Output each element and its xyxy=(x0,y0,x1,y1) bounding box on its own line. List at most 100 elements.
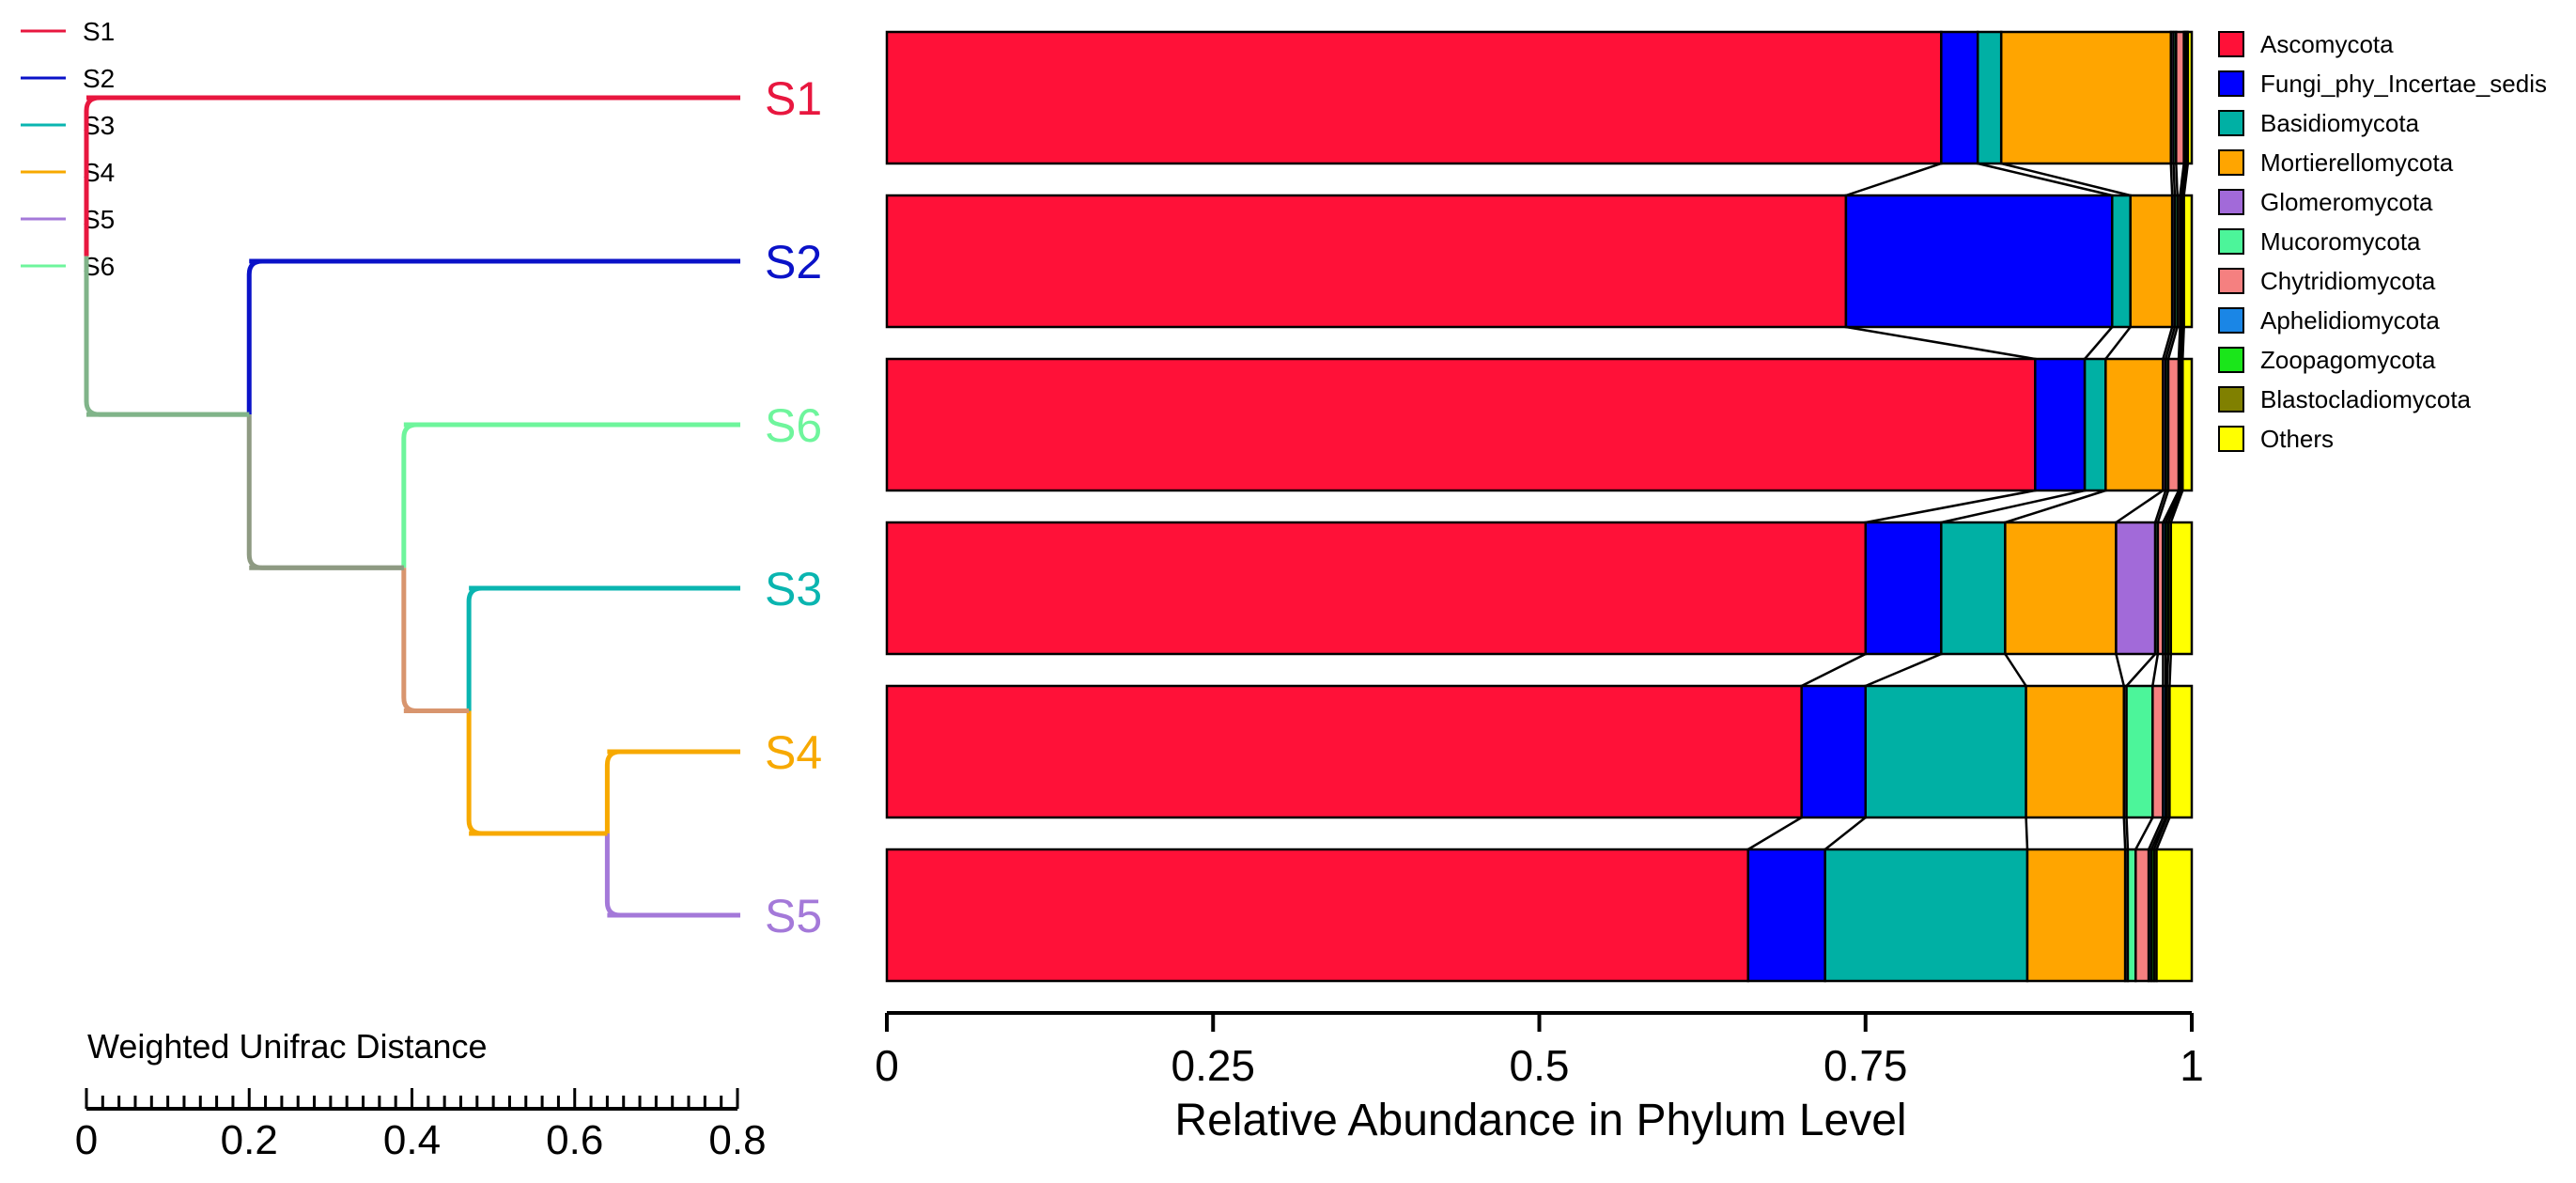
bar-segment-s2-basidiomycota xyxy=(2111,194,2132,329)
legend-swatch-basidiomycota xyxy=(2218,110,2244,136)
bar-segment-s3-basidiomycota xyxy=(1940,521,2007,656)
legend-swatch-fungi-phy-incertae-sedis xyxy=(2218,70,2244,97)
connector-line xyxy=(1823,817,1867,850)
connector-line xyxy=(2004,653,2027,687)
distance-scale: Weighted Unifrac Distance 0 0.2 0.4 0.6 0.8 xyxy=(75,1027,767,1163)
bar-segment-s2-mortierellomycota xyxy=(2129,194,2174,329)
connector-line xyxy=(2169,490,2184,523)
legend-label-blastocladiomycota: Blastocladiomycota xyxy=(2260,385,2472,413)
connector-line xyxy=(2172,163,2177,196)
merge-e-upper-arm xyxy=(84,95,101,257)
bar-segment-s1-basidiomycota xyxy=(1976,30,2003,165)
bar-segment-s1-mortierellomycota xyxy=(1999,30,2173,165)
connector-line xyxy=(2122,817,2127,850)
connector-line xyxy=(1865,652,1942,688)
legend-swatch-chytridiomycota xyxy=(2218,268,2244,294)
bar-segment-s4-others xyxy=(2168,684,2194,819)
merge-e-lower-arm xyxy=(84,256,101,417)
bar-segment-s4-basidiomycota xyxy=(1864,684,2027,819)
connector-line xyxy=(2152,817,2168,850)
bar-segment-s4-fungi-phy-incertae-sedis xyxy=(1800,684,1867,819)
x-axis-tick-label: 0.75 xyxy=(1823,1041,1908,1090)
connector-line xyxy=(2177,326,2181,360)
connector-line xyxy=(2182,163,2190,196)
connector-line xyxy=(1941,489,2086,524)
connector-line xyxy=(2181,326,2185,360)
bar-segment-s4-mortierellomycota xyxy=(2025,684,2126,819)
connector-line xyxy=(2025,817,2029,850)
connector-line xyxy=(1801,652,1867,688)
bar-segment-s2-ascomycota xyxy=(885,194,1848,329)
distance-scale-tick-label: 0.4 xyxy=(383,1117,441,1163)
bar-segment-s6-ascomycota xyxy=(885,357,2037,492)
bar-segment-s5-mucoromycota xyxy=(2126,848,2137,983)
bar-segment-s6-chytridiomycota xyxy=(2166,357,2180,492)
connector-line xyxy=(2165,490,2181,523)
legend-swatch-mucoromycota xyxy=(2218,228,2244,255)
merge-a-upper-arm xyxy=(604,749,621,833)
connector-line xyxy=(2149,817,2167,850)
bar-segment-s4-mucoromycota xyxy=(2125,684,2154,819)
dendrogram-leaf-labels: S1 S2 S6 S3 S4 S5 xyxy=(765,72,822,942)
connector-line xyxy=(2153,490,2167,523)
connector-line xyxy=(2165,326,2177,360)
bar-segment-s1-ascomycota xyxy=(885,30,1943,165)
legend-swatch-glomeromycota xyxy=(2218,189,2244,215)
connector-line xyxy=(2165,653,2170,687)
connector-line xyxy=(2004,489,2106,524)
connector-line xyxy=(2168,653,2173,687)
connector-line xyxy=(2175,163,2179,196)
bar-segment-s3-mortierellomycota xyxy=(2004,521,2118,656)
legend-label-basidiomycota: Basidiomycota xyxy=(2260,109,2420,137)
legend-label-others: Others xyxy=(2260,425,2334,453)
x-axis-tick-label: 1 xyxy=(2180,1041,2204,1090)
merge-d-lower-arm xyxy=(246,414,263,570)
connector-line xyxy=(1977,162,2113,197)
connector-line xyxy=(1747,816,1803,851)
legend-label-chytridiomycota: Chytridiomycota xyxy=(2260,267,2436,295)
connector-line xyxy=(2180,163,2187,196)
x-axis-tick-label: 0.25 xyxy=(1171,1041,1255,1090)
bar-connector-lines xyxy=(1747,162,2190,851)
bar-segment-s2-fungi-phy-incertae-sedis xyxy=(1844,194,2114,329)
connector-line xyxy=(2169,163,2174,196)
bar-segment-s5-others xyxy=(2155,848,2194,983)
legend-label-glomeromycota: Glomeromycota xyxy=(2260,188,2433,216)
bar-segment-s1-chytridiomycota xyxy=(2175,30,2185,165)
merge-d-upper-arm xyxy=(246,258,263,415)
legend-label-s2: S2 xyxy=(83,64,115,93)
x-axis: Relative Abundance in Phylum Level 0 0.25… xyxy=(875,1011,2204,1145)
legend-swatch-aphelidiomycota xyxy=(2218,307,2244,334)
connector-line xyxy=(2125,817,2130,850)
distance-scale-tick-label: 0 xyxy=(75,1117,98,1163)
merge-b-lower-arm xyxy=(466,710,483,836)
connector-line xyxy=(2162,490,2180,523)
merge-b-upper-arm xyxy=(466,585,483,711)
legend-label-s1: S1 xyxy=(83,17,115,46)
legend-label-mortierellomycota: Mortierellomycota xyxy=(2260,148,2454,177)
legend-label-ascomycota: Ascomycota xyxy=(2260,30,2394,58)
legend-swatch-ascomycota xyxy=(2218,31,2244,57)
bar-segment-s6-fungi-phy-incertae-sedis xyxy=(2034,357,2087,492)
merge-c-lower-arm xyxy=(401,568,417,713)
connector-line xyxy=(2084,326,2114,360)
bar-segment-s3-glomeromycota xyxy=(2115,521,2157,656)
distance-scale-tick-label: 0.2 xyxy=(221,1117,278,1163)
connector-line xyxy=(2115,653,2125,687)
connector-line xyxy=(2148,817,2165,850)
distance-scale-tick-label: 0.6 xyxy=(546,1117,603,1163)
bar-segment-s1-fungi-phy-incertae-sedis xyxy=(1940,30,1979,165)
bar-segment-s5-mortierellomycota xyxy=(2025,848,2127,983)
legend-label-zoopagomycota: Zoopagomycota xyxy=(2260,346,2436,374)
legend-swatch-mortierellomycota xyxy=(2218,149,2244,176)
connector-line xyxy=(2151,653,2160,687)
x-axis-tick-label: 0 xyxy=(875,1041,899,1090)
leaf-label-s1: S1 xyxy=(765,72,822,125)
merge-c-upper-arm xyxy=(401,422,417,568)
connector-line xyxy=(2166,490,2183,523)
bar-segment-s2-others xyxy=(2182,194,2194,329)
connector-line xyxy=(2180,326,2184,360)
dendrogram-tree xyxy=(84,95,740,918)
